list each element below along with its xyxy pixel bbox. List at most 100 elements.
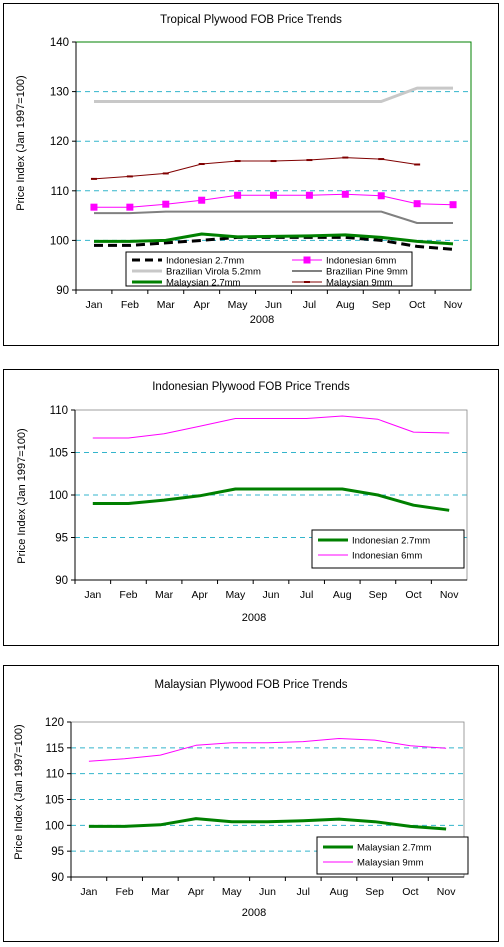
data-point	[449, 201, 457, 209]
x-tick-label: Feb	[119, 589, 137, 601]
x-tick-label: Sep	[369, 589, 388, 601]
data-point	[234, 191, 242, 199]
y-tick-label: 95	[55, 533, 68, 545]
chart-panel-tropical: Tropical Plywood FOB Price Trends Price …	[3, 3, 499, 346]
chart-title: Indonesian Plywood FOB Price Trends	[152, 381, 350, 393]
x-tick-label: Mar	[151, 886, 170, 898]
x-tick-label: Feb	[116, 886, 134, 898]
chart-plot: 90 100 110 120 130 140 Jan Feb Mar Apr May Jun Jul Au…	[50, 37, 472, 311]
x-tick-label: Jun	[259, 886, 276, 898]
y-tick-label: 105	[45, 795, 64, 807]
data-point	[270, 191, 277, 199]
series-malaysian-9mm	[88, 738, 447, 762]
x-tick-label: Nov	[440, 589, 459, 601]
data-point	[341, 190, 349, 198]
y-tick-label: 120	[50, 136, 69, 148]
x-tick-label: Sep	[372, 299, 391, 311]
x-tick-label: Nov	[444, 299, 463, 311]
chart-title: Tropical Plywood FOB Price Trends	[160, 14, 342, 26]
x-tick-label: Oct	[409, 299, 425, 311]
data-point	[126, 203, 134, 211]
x-axis-label: 2008	[241, 907, 267, 919]
legend-label: Malaysian 9mm	[326, 278, 393, 289]
x-tick-label: Jun	[265, 299, 282, 311]
series-line	[94, 86, 453, 103]
legend-item-malaysian-2-7mm: Malaysian 2.7mm	[132, 278, 241, 289]
y-tick-label: 100	[45, 820, 64, 832]
y-tick-label: 110	[46, 769, 64, 781]
legend-label: Brazilian Virola 5.2mm	[166, 267, 261, 278]
x-tick-label: Jan	[85, 299, 102, 311]
x-tick-label: Feb	[121, 299, 139, 311]
chart-title: Malaysian Plywood FOB Price Trends	[154, 679, 348, 691]
y-tick-label: 120	[45, 717, 64, 729]
legend-item-indonesian-6mm: Indonesian 6mm	[318, 551, 422, 562]
y-tick-label: 90	[51, 872, 64, 884]
y-tick-label: 100	[49, 490, 68, 502]
series-malaysian-2-7mm	[88, 817, 447, 831]
legend-marker	[303, 256, 311, 264]
legend-label: Malaysian 2.7mm	[166, 278, 241, 289]
series-malaysian-2-7mm	[94, 232, 454, 246]
legend-item-brazilian-virola-5-2mm: Brazilian Virola 5.2mm	[132, 267, 261, 278]
y-tick-label: 110	[51, 186, 69, 198]
series-malaysian-9mm	[90, 156, 421, 180]
x-tick-label: May	[222, 886, 243, 898]
x-axis-label: 2008	[241, 612, 267, 624]
y-tick-label: 95	[51, 846, 64, 858]
chart-plot: 90 95 100 105 110 Jan Feb Mar Apr May Jun Jul Aug Sep…	[49, 405, 468, 601]
legend-box	[316, 836, 469, 875]
series-brazilian-pine-9mm	[94, 210, 453, 224]
x-tick-label: Apr	[188, 886, 205, 898]
y-tick-label: 90	[55, 575, 68, 587]
legend-box	[311, 529, 465, 569]
x-tick-label: Aug	[333, 589, 352, 601]
legend-item-indonesian-2-7mm: Indonesian 2.7mm	[318, 536, 430, 547]
x-tick-label: Jul	[300, 589, 313, 601]
x-tick-label: Sep	[365, 886, 384, 898]
series-line	[92, 487, 450, 512]
x-tick-label: Jan	[80, 886, 97, 898]
x-tick-label: Aug	[336, 299, 355, 311]
series-line	[94, 232, 454, 246]
legend-label: Indonesian 2.7mm	[352, 536, 430, 547]
x-tick-label: Apr	[194, 299, 211, 311]
y-tick-label: 105	[49, 448, 68, 460]
series-line	[92, 415, 450, 439]
series-line	[94, 235, 454, 251]
series-indonesian-2-7mm	[92, 487, 450, 512]
legend-box	[125, 251, 413, 287]
legend-label: Indonesian 6mm	[352, 551, 422, 562]
legend-item-malaysian-2-7mm: Malaysian 2.7mm	[323, 843, 432, 854]
legend: Malaysian 2.7mm Malaysian 9mm	[316, 836, 469, 875]
series-line	[88, 817, 447, 831]
legend: Indonesian 2.7mm Indonesian 6mmBrazilian …	[125, 251, 413, 289]
legend-item-malaysian-9mm: Malaysian 9mm	[323, 858, 424, 869]
legend-item-indonesian-6mm: Indonesian 6mm	[292, 256, 396, 267]
chart-panel-indonesian: Indonesian Plywood FOB Price Trends Pric…	[3, 369, 499, 646]
series-indonesian-2-7mm	[94, 235, 454, 251]
chart-plot: 90 95 100 105 110 115 120 Jan Feb Mar Apr May Jun Jul…	[45, 717, 469, 898]
y-tick-label: 140	[50, 37, 69, 49]
legend-label: Malaysian 9mm	[357, 858, 424, 869]
data-point	[162, 200, 170, 208]
x-tick-label: Jun	[263, 589, 280, 601]
y-tick-label: 130	[50, 87, 69, 99]
legend-item-indonesian-2-7mm: Indonesian 2.7mm	[132, 256, 244, 267]
series-brazilian-virola-5-2mm	[94, 86, 453, 103]
legend-item-brazilian-pine-9mm: Brazilian Pine 9mm	[292, 267, 408, 278]
legend-item-malaysian-9mm: Malaysian 9mm	[292, 278, 393, 289]
x-axis-label: 2008	[249, 314, 275, 326]
x-tick-label: Nov	[437, 886, 456, 898]
data-point	[377, 192, 385, 200]
x-tick-label: Jan	[84, 589, 101, 601]
series-indonesian-6mm	[92, 415, 450, 439]
x-tick-label: Jul	[297, 886, 310, 898]
y-tick-label: 100	[50, 235, 69, 247]
legend: Indonesian 2.7mm Indonesian 6mm	[311, 529, 465, 569]
data-point	[413, 200, 421, 208]
x-tick-label: Jul	[303, 299, 316, 311]
series-indonesian-6mm	[90, 190, 457, 211]
series-line	[93, 157, 418, 180]
x-tick-label: May	[228, 299, 249, 311]
